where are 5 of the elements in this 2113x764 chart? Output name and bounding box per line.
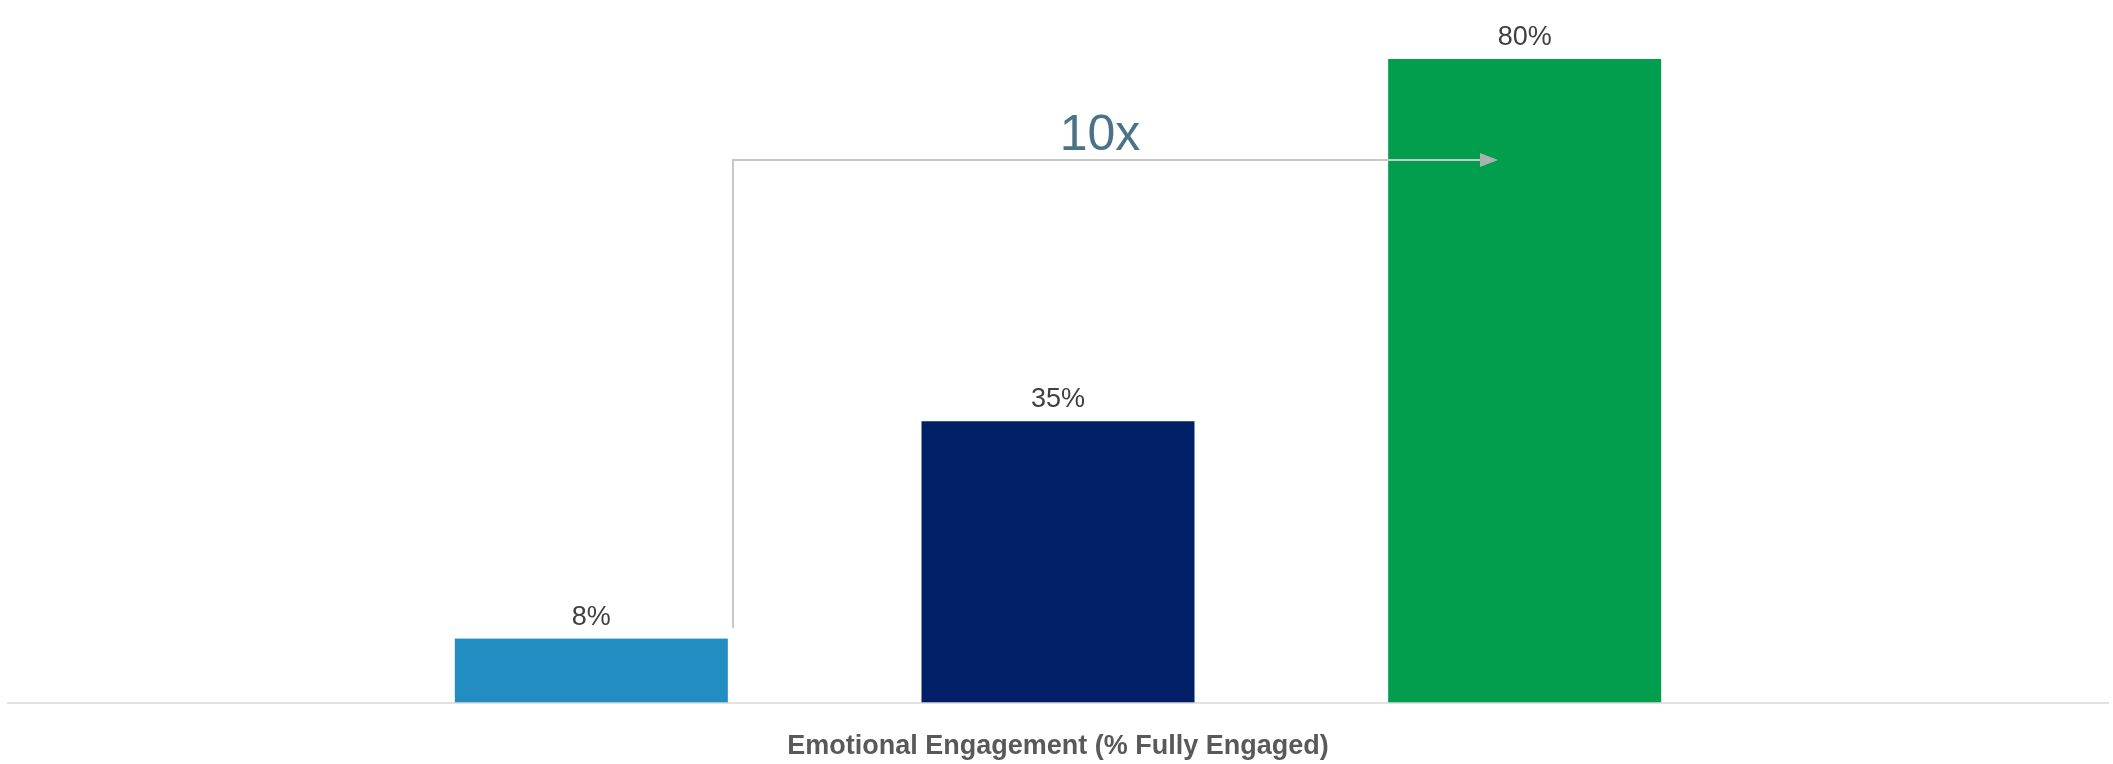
annotation: 10x — [1059, 105, 1141, 161]
data-label: 35% — [1030, 383, 1086, 414]
data-label: 8% — [571, 600, 611, 631]
data-label: 80% — [1497, 21, 1552, 51]
x-axis-title: Emotional Engagement (% Fully Engaged) — [787, 730, 1329, 760]
